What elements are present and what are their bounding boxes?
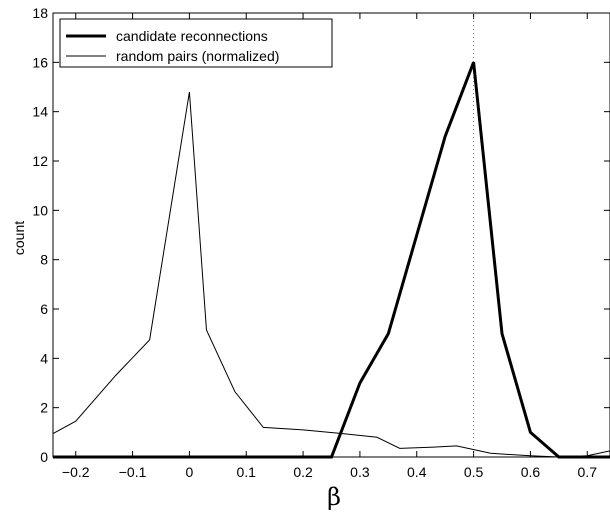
x-tick-label: −0.2 bbox=[62, 464, 90, 480]
y-tick-label: 4 bbox=[40, 350, 48, 366]
legend-label-candidate: candidate reconnections bbox=[116, 28, 268, 44]
y-tick-label: 6 bbox=[40, 301, 48, 317]
x-tick-label: 0.4 bbox=[407, 464, 427, 480]
series-line-random-pairs bbox=[52, 91, 610, 458]
y-tick-label: 18 bbox=[32, 5, 48, 21]
series-line-candidate-reconnections bbox=[53, 61, 610, 459]
legend-label-random: random pairs (normalized) bbox=[116, 48, 279, 64]
x-tick-label: 0 bbox=[186, 464, 194, 480]
x-tick-label: 0.2 bbox=[293, 464, 313, 480]
y-tick-label: 8 bbox=[40, 252, 48, 268]
legend: candidate reconnections random pairs (no… bbox=[59, 18, 333, 68]
y-tick-label: 0 bbox=[40, 449, 48, 465]
x-tick-label: 0.3 bbox=[350, 464, 370, 480]
y-tick-label: 14 bbox=[32, 104, 48, 120]
plot-area bbox=[52, 13, 610, 459]
x-tick-label: −0.1 bbox=[119, 464, 147, 480]
axes: 0 2 4 6 8 10 12 14 16 18 −0.2 −0.1 0 0.1 0.2 0.3 0.4 0.5 0… bbox=[32, 5, 610, 480]
y-tick-label: 12 bbox=[32, 153, 48, 169]
y-tick-label: 16 bbox=[32, 54, 48, 70]
x-tick-label: 0.6 bbox=[521, 464, 541, 480]
plot-frame bbox=[52, 12, 610, 458]
legend-box bbox=[59, 18, 333, 68]
y-tick-label: 2 bbox=[40, 400, 48, 416]
y-axis-label: count bbox=[11, 221, 27, 255]
x-tick-label: 0.1 bbox=[237, 464, 257, 480]
x-tick-label: 0.7 bbox=[578, 464, 598, 480]
y-tick-label: 10 bbox=[32, 202, 48, 218]
x-axis-label: β bbox=[327, 483, 341, 511]
x-tick-label: 0.5 bbox=[464, 464, 484, 480]
